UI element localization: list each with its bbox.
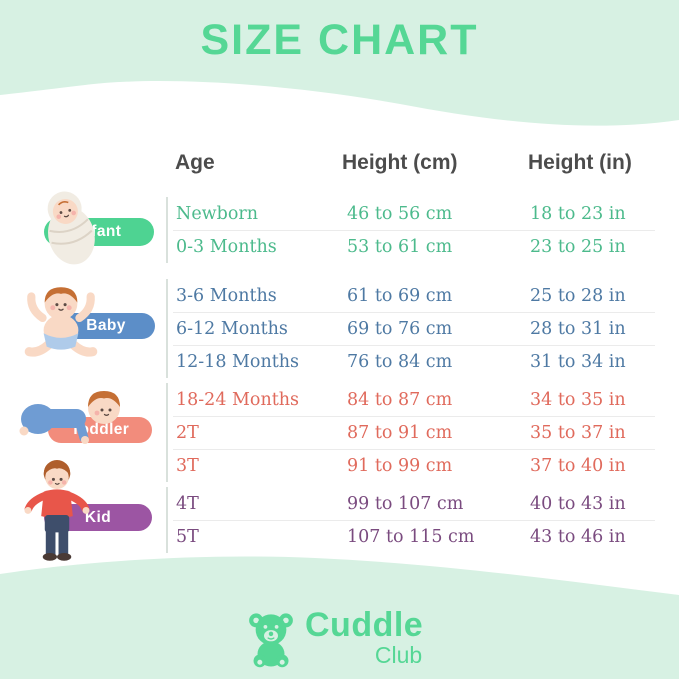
group-rows-kid: 4T 99 to 107 cm 40 to 43 in 5T 107 to 115 cm…	[166, 487, 679, 553]
brand-name: Cuddle	[305, 606, 424, 644]
cell-age: 6-12 Months	[176, 318, 288, 339]
cell-in: 31 to 34 in	[530, 351, 626, 372]
cell-in: 28 to 31 in	[530, 318, 626, 339]
cell-in: 40 to 43 in	[530, 493, 626, 514]
cell-in: 34 to 35 in	[530, 389, 626, 410]
swaddled-infant-icon	[47, 191, 95, 265]
cell-cm: 53 to 61 cm	[347, 236, 453, 257]
cell-age: Newborn	[176, 203, 259, 224]
cell-cm: 46 to 56 cm	[347, 203, 453, 224]
group-label: Kid	[84, 508, 112, 526]
cell-in: 18 to 23 in	[530, 203, 626, 224]
table-row: 12-18 Months 76 to 84 cm 31 to 34 in	[168, 345, 679, 378]
cell-age: 12-18 Months	[176, 351, 300, 372]
group-infant: Infant Newborn 46 to 56 cm 18 to 23 in 0-3 …	[0, 191, 679, 265]
brand-suffix: Club	[374, 642, 423, 668]
crawling-toddler-icon	[19, 391, 120, 444]
table-row: 5T 107 to 115 cm 43 to 46 in	[168, 520, 679, 553]
group-kid: Kid 4T 99 to 107 cm 40 to 43 in 5T 107 to 11…	[0, 460, 679, 561]
table-row: 2T 87 to 91 cm 35 to 37 in	[168, 416, 679, 449]
cell-cm: 69 to 76 cm	[347, 318, 453, 339]
header-height-cm: Height (cm)	[342, 151, 458, 174]
cell-cm: 99 to 107 cm	[347, 493, 464, 514]
page-title: SIZE CHART	[200, 16, 479, 64]
header-age: Age	[175, 151, 215, 174]
cell-in: 23 to 25 in	[530, 236, 626, 257]
group-label: Baby	[86, 317, 126, 334]
group-rows-baby: 3-6 Months 61 to 69 cm 25 to 28 in 6-12 Mon…	[166, 279, 679, 378]
group-rows-toddler: 18-24 Months 84 to 87 cm 34 to 35 in 2T 87 t…	[166, 383, 679, 482]
table-row: 4T 99 to 107 cm 40 to 43 in	[168, 487, 679, 520]
cell-cm: 91 to 99 cm	[347, 455, 453, 476]
cell-cm: 61 to 69 cm	[347, 285, 453, 306]
table-row: 18-24 Months 84 to 87 cm 34 to 35 in	[168, 383, 679, 416]
table-row: 6-12 Months 69 to 76 cm 28 to 31 in	[168, 312, 679, 345]
standing-kid-icon	[24, 460, 90, 561]
cell-age: 4T	[176, 493, 199, 514]
table-row: 0-3 Months 53 to 61 cm 23 to 25 in	[168, 230, 679, 263]
cell-in: 25 to 28 in	[530, 285, 626, 306]
table-row: Newborn 46 to 56 cm 18 to 23 in	[168, 197, 679, 230]
sitting-baby-icon	[24, 287, 98, 357]
group-rows-infant: Newborn 46 to 56 cm 18 to 23 in 0-3 Months 5…	[166, 197, 679, 263]
cell-cm: 84 to 87 cm	[347, 389, 453, 410]
table-row: 3-6 Months 61 to 69 cm 25 to 28 in	[168, 279, 679, 312]
table-header: Age Height (cm) Height (in)	[0, 150, 679, 176]
top-wave-decoration	[0, 0, 679, 126]
cell-cm: 87 to 91 cm	[347, 422, 453, 443]
cell-age: 0-3 Months	[176, 236, 277, 257]
cell-in: 35 to 37 in	[530, 422, 626, 443]
cell-age: 2T	[176, 422, 199, 443]
table-row: 3T 91 to 99 cm 37 to 40 in	[168, 449, 679, 482]
cell-in: 37 to 40 in	[530, 455, 626, 476]
cell-age: 3-6 Months	[176, 285, 277, 306]
bottom-wave-decoration	[0, 556, 679, 679]
cell-cm: 76 to 84 cm	[347, 351, 453, 372]
cell-age: 18-24 Months	[176, 389, 300, 410]
cell-cm: 107 to 115 cm	[347, 526, 475, 547]
group-toddler: Toddler 18-24 Months 84 to 87 cm 34 to 35 …	[0, 383, 679, 482]
cell-age: 5T	[176, 526, 199, 547]
teddy-bear-icon	[249, 613, 293, 668]
group-baby: Baby 3-6 Months 61 to 69 cm 25 to 28 in 6-1…	[0, 279, 679, 378]
header-height-in: Height (in)	[528, 151, 632, 174]
cell-age: 3T	[176, 455, 199, 476]
cell-in: 43 to 46 in	[530, 526, 626, 547]
brand-wordmark: Cuddle Club	[305, 608, 423, 668]
brand-logo: Cuddle Club	[244, 608, 423, 668]
